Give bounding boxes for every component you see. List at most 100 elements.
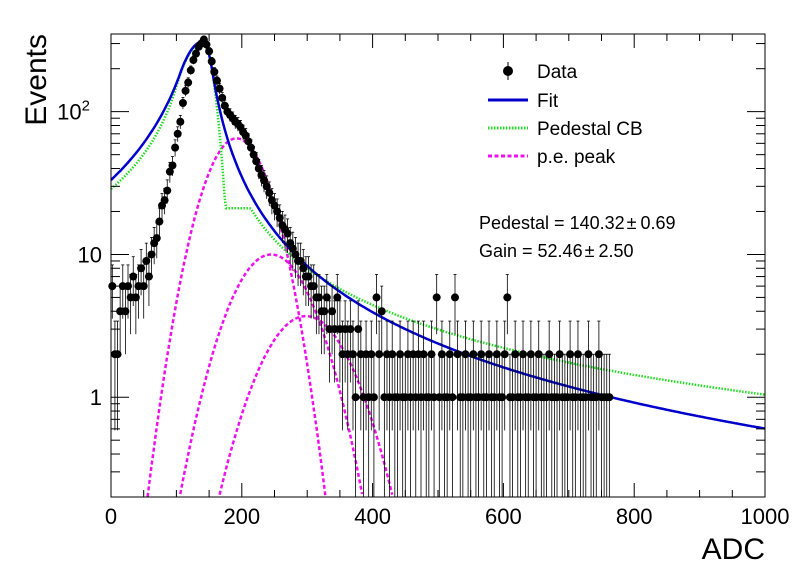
data-point [437,350,446,359]
data-point [328,307,337,316]
data-point [142,256,151,265]
data-point [367,350,376,359]
x-tick-label: 800 [616,504,653,529]
data-point [124,282,133,291]
data-point [388,350,397,359]
data-point [461,350,470,359]
data-point [205,47,214,56]
pe-peak-curve-2 [179,253,364,495]
data-point [492,350,501,359]
data-point [354,325,363,334]
data-point [212,76,221,85]
x-tick-label: 600 [485,504,522,529]
data-point [573,350,582,359]
data-layer [108,35,614,497]
data-point [273,207,282,216]
data-point [427,350,436,359]
legend-label-fit: Fit [537,91,559,112]
data-point [500,350,509,359]
data-point [309,282,318,291]
data-point [299,264,308,273]
data-point [322,293,331,302]
data-point [511,350,520,359]
data-point [131,293,140,302]
annotation-pedestal-pm: ± [627,213,637,233]
data-point [448,393,457,402]
data-point [215,84,224,93]
data-point [262,182,271,191]
data-point [244,137,253,146]
data-point [144,272,153,281]
y-tick-label: 10 [78,242,102,267]
data-point [137,264,146,273]
data-point [275,213,284,222]
annotation-gain-pm: ± [585,241,595,261]
data-point [451,293,460,302]
annotation-gain-value: Gain = 52.46 [479,241,583,261]
data-point [333,293,342,302]
data-point [186,66,195,75]
data-point [178,99,187,108]
data-point [594,350,603,359]
data-point [477,350,486,359]
data-point [348,350,357,359]
legend: Data Fit Pedestal CB p.e. peak [488,62,643,168]
data-point [605,393,614,402]
data-point [545,350,554,359]
y-tick-label: 102 [57,98,90,125]
legend-label-pe-peak: p.e. peak [537,147,616,168]
data-point [210,67,219,76]
legend-label-pedestal: Pedestal CB [537,119,643,140]
fit-curve [110,40,766,430]
data-point [498,393,507,402]
data-point [152,234,161,243]
data-point [534,350,543,359]
data-point [296,256,305,265]
data-point [320,307,329,316]
legend-label-data: Data [537,62,578,83]
y-tick-label: 1 [90,385,102,410]
data-point [155,217,164,226]
annotation-pedestal: Pedestal = 140.32 ±0.69 [479,213,676,233]
annotation-pedestal-value: Pedestal = 140.32 [479,213,625,233]
annotation-gain: Gain = 52.46 ±2.50 [479,241,634,261]
data-point [265,188,274,197]
pedestal-cb-curve [110,41,766,396]
data-point [485,350,494,359]
data-point [372,293,381,302]
data-point [291,250,300,259]
data-point [566,350,575,359]
data-point [519,350,528,359]
data-point [184,78,193,87]
data-point [432,293,441,302]
x-tick-label: 200 [223,504,260,529]
data-point [181,86,190,95]
x-axis-title: ADC [702,533,765,566]
data-point [173,129,182,138]
tick-layer: 0 200 400 600 800 1000 1 10 102 [57,34,789,529]
x-tick-label: 1000 [741,504,790,529]
data-point [246,143,255,152]
data-point [503,293,512,302]
data-point [377,307,386,316]
data-point [445,350,454,359]
x-tick-label: 400 [354,504,391,529]
data-point [165,167,174,176]
data-point [469,350,478,359]
data-point [171,143,180,152]
legend-data-marker [503,66,513,76]
data-point [254,164,263,173]
data-point [121,307,130,316]
data-point [176,117,185,126]
data-point [346,325,355,334]
data-point [168,161,177,170]
x-tick-label: 0 [105,504,117,529]
annotation-pedestal-err: 0.69 [641,213,676,233]
y-axis-title: Events [20,34,53,126]
data-point [163,186,172,195]
data-point [192,49,201,58]
data-point [351,393,360,402]
data-point [189,56,198,65]
